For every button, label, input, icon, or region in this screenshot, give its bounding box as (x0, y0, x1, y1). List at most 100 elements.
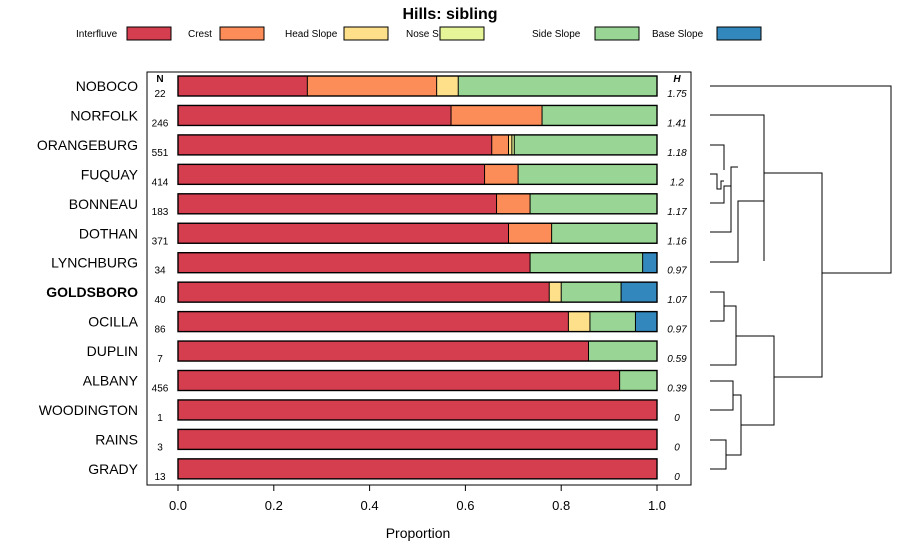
n-value: 7 (157, 354, 163, 365)
bar-segment-side-slope (588, 341, 657, 362)
n-column-header: N (156, 74, 163, 85)
bar-segment-nose-slope (511, 134, 515, 155)
dendrogram-branch (710, 200, 764, 263)
h-value: 1.75 (667, 89, 687, 100)
x-tick-label: 0.8 (552, 498, 570, 513)
bar-segment-interfluve (178, 399, 657, 420)
n-value: 414 (152, 177, 169, 188)
h-value: 0 (674, 442, 680, 453)
bar-segment-interfluve (178, 223, 509, 244)
row-label: ORANGEBURG (37, 137, 138, 153)
row-label: FUQUAY (81, 166, 139, 182)
bar-outline (177, 428, 658, 451)
bar-segment-interfluve (178, 105, 452, 126)
row-label: NORFOLK (70, 107, 138, 123)
h-value: 1.16 (667, 236, 687, 247)
dendrogram-branch (710, 185, 731, 204)
bar-segment-side-slope (542, 105, 657, 126)
bar-segment-side-slope (530, 193, 657, 214)
bar-outline (177, 399, 658, 421)
h-value: 1.18 (667, 148, 687, 159)
legend-swatch-nose-slope (439, 26, 485, 41)
n-value: 34 (154, 266, 166, 277)
n-value: 183 (152, 207, 169, 218)
n-value: 3 (157, 442, 163, 453)
row-label: GRADY (88, 461, 138, 477)
bar-segment-side-slope (530, 252, 643, 273)
bar-segment-side-slope (551, 223, 657, 244)
row-label: DUPLIN (87, 343, 138, 359)
dendrogram-branch (736, 335, 775, 426)
bar-segment-head-slope (568, 311, 590, 332)
x-tick-label: 1.0 (648, 498, 666, 513)
legend-swatch-crest (219, 26, 265, 41)
bar-segment-base-slope (635, 311, 657, 332)
bar-segment-side-slope (514, 134, 657, 155)
row-label: LYNCHBURG (51, 255, 138, 271)
h-value: 0.59 (667, 354, 687, 365)
dendrogram-branch (764, 172, 823, 378)
x-axis: 0.0 0.2 0.4 0.6 0.8 1.0 (169, 485, 666, 513)
chart-title: Hills: sibling (402, 6, 497, 23)
dendrogram-branch (710, 173, 724, 190)
n-value: 86 (154, 325, 166, 336)
row-label: ALBANY (83, 373, 139, 389)
bar-outline (177, 369, 658, 392)
dendrogram-branch (710, 439, 727, 470)
bar-segment-crest (484, 164, 519, 185)
n-value: 371 (152, 236, 169, 247)
bar-segment-head-slope (508, 134, 512, 155)
row-label: NOBOCO (76, 78, 138, 94)
bar-outline (177, 163, 658, 186)
x-tick-label: 0.4 (361, 498, 379, 513)
legend-swatch-side-slope (594, 26, 640, 41)
bar-segment-interfluve (178, 164, 485, 185)
bar-segment-crest (508, 223, 552, 244)
bar-outline (177, 75, 658, 97)
bar-outline (177, 251, 658, 274)
bar-outline (177, 458, 658, 480)
bar-segment-side-slope (518, 164, 657, 185)
h-value: 0.97 (667, 325, 687, 336)
bar-segment-interfluve (178, 341, 589, 362)
bar-segment-head-slope (549, 282, 562, 303)
h-value: 1.2 (670, 177, 684, 188)
legend-label-side-slope: Side Slope (532, 29, 581, 40)
x-axis-title: Proportion (386, 525, 451, 541)
n-value: 1 (157, 413, 163, 424)
legend: Interfluve Crest Head Slope Nose Slope Side … (76, 26, 762, 41)
bar-outline (177, 193, 658, 215)
bar-outline (177, 281, 658, 303)
bar-segment-side-slope (589, 311, 636, 332)
bar-segment-interfluve (178, 282, 550, 303)
legend-label-head-slope: Head Slope (285, 29, 338, 40)
bar-segment-side-slope (561, 282, 622, 303)
row-label: OCILLA (88, 314, 138, 330)
legend-label-interfluve: Interfluve (76, 29, 118, 40)
bar-segment-side-slope (458, 76, 657, 96)
bar-segment-interfluve (178, 311, 569, 332)
bar-segment-side-slope (619, 370, 657, 391)
bar-segment-interfluve (178, 429, 657, 450)
h-value: 1.41 (667, 118, 686, 129)
n-value: 40 (154, 295, 166, 306)
bar-segment-crest (491, 134, 509, 155)
h-column-header: H (673, 74, 681, 85)
x-tick-label: 0.2 (265, 498, 283, 513)
h-value: 1.17 (667, 207, 687, 218)
bar-outline (177, 340, 658, 362)
bar-segment-interfluve (178, 134, 492, 155)
row-label: BONNEAU (69, 196, 138, 212)
dendrogram-branch (710, 85, 892, 274)
h-value: 0.39 (667, 384, 687, 395)
n-value: 456 (152, 384, 169, 395)
bar-segment-interfluve (178, 76, 308, 96)
row-label: DOTHAN (79, 225, 138, 241)
bar-segment-interfluve (178, 458, 657, 479)
dendrogram (710, 85, 892, 470)
bar-outline (177, 310, 658, 333)
bar-segment-interfluve (178, 252, 531, 273)
dendrogram-branch (710, 144, 725, 170)
legend-label-base-slope: Base Slope (652, 29, 704, 40)
